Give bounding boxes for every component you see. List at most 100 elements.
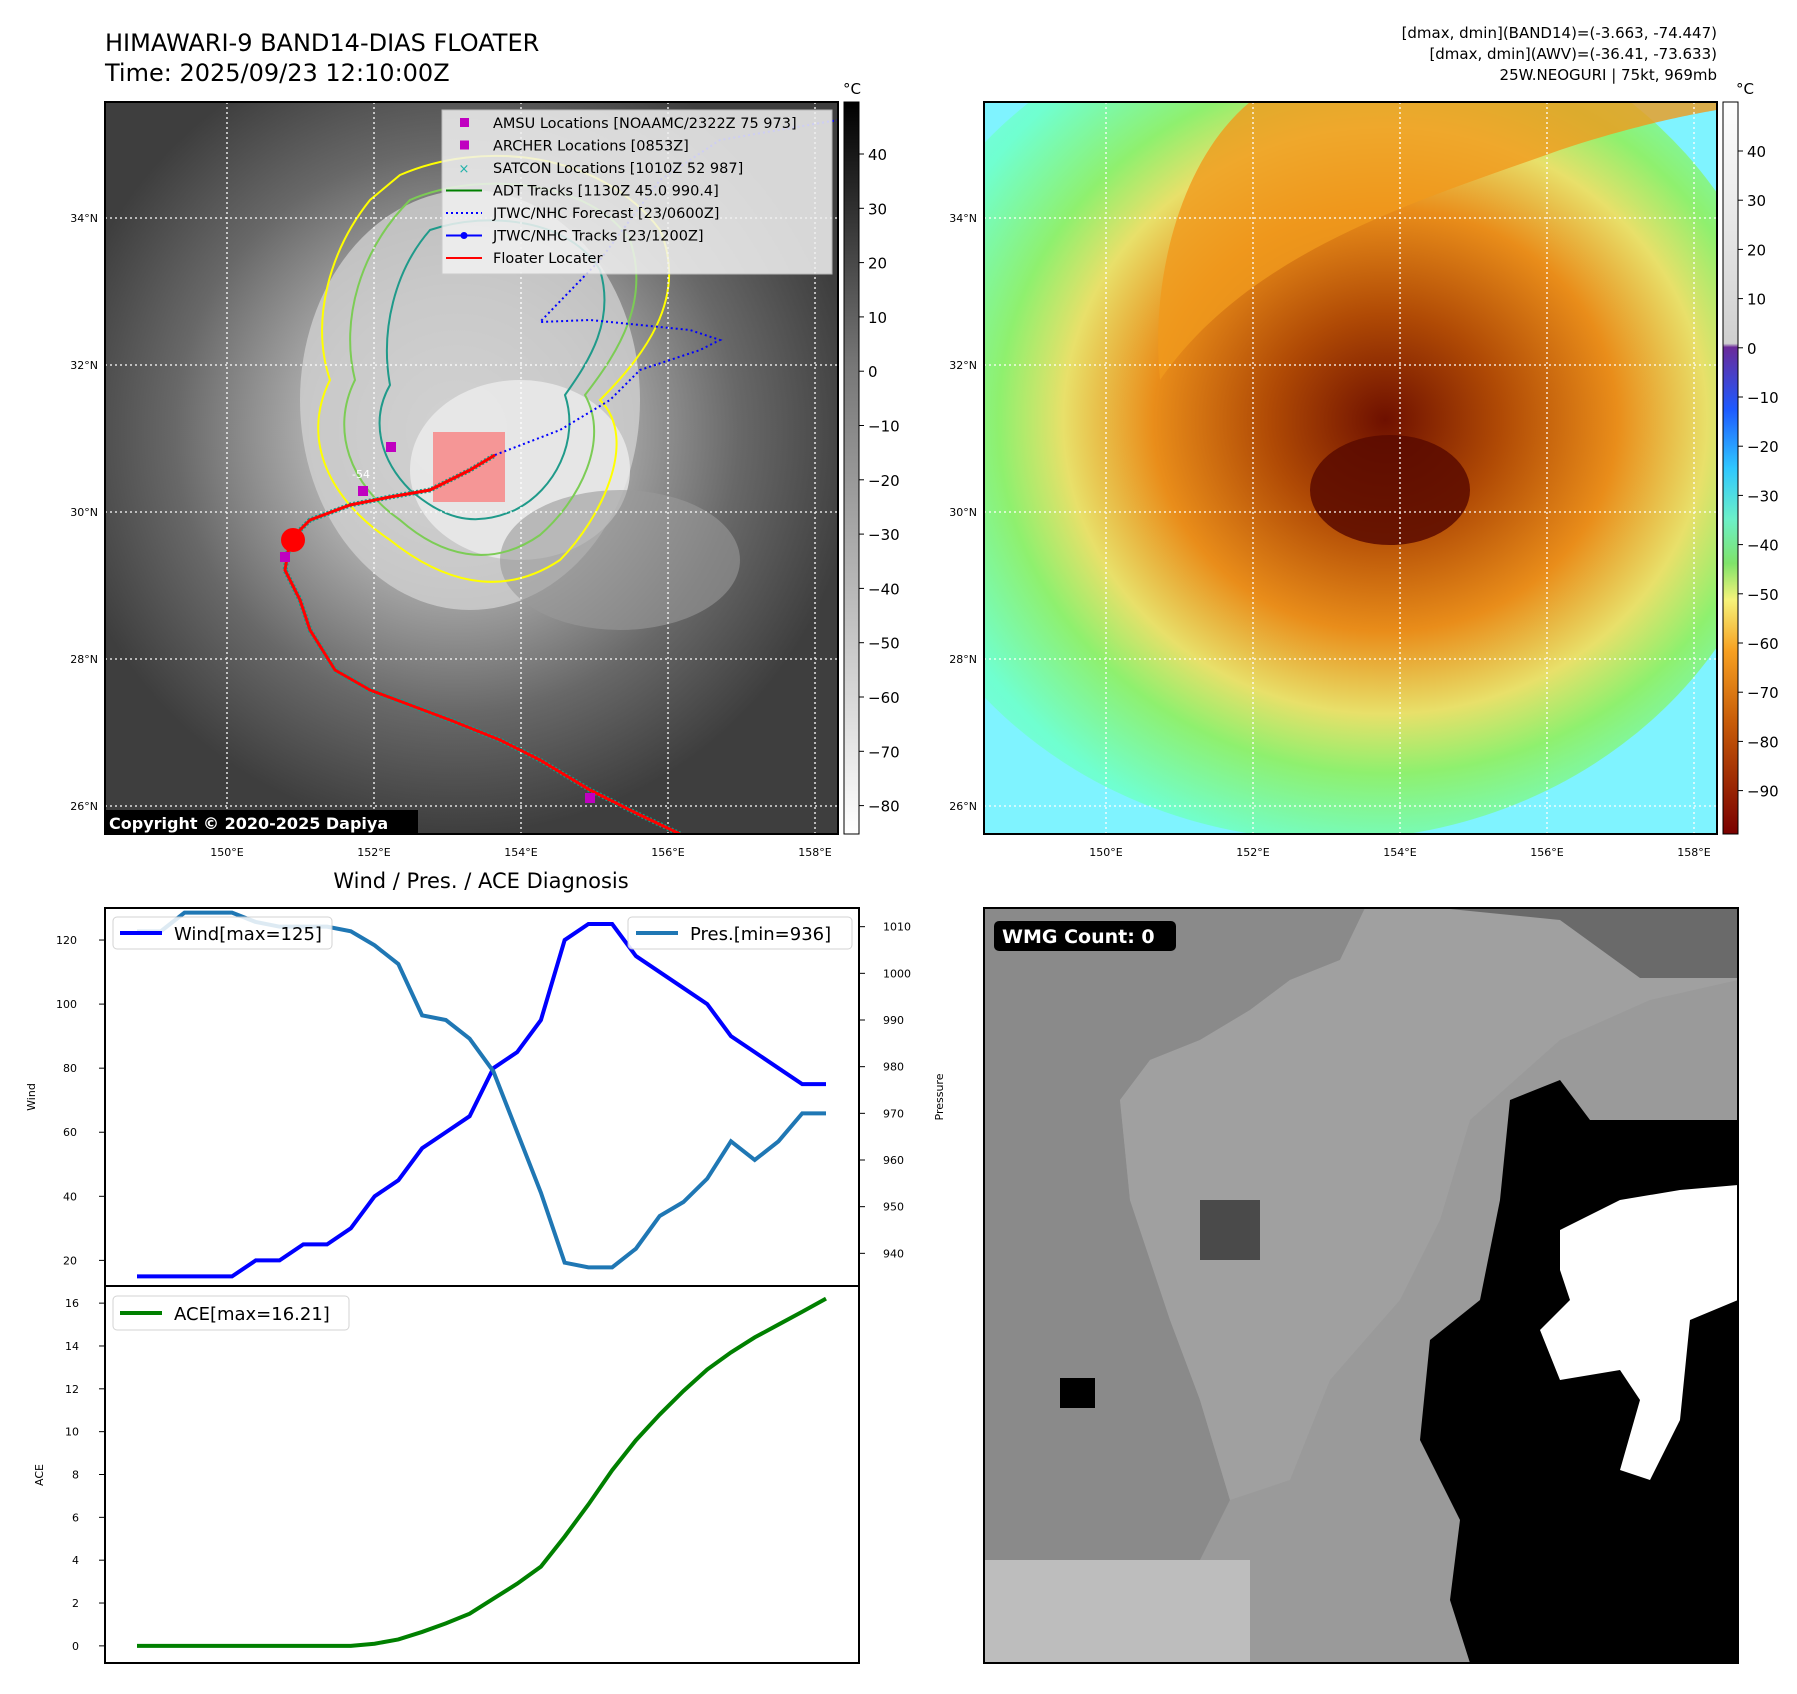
- lon-tick-label: 154°E: [504, 846, 537, 859]
- wmg-region-light-bottom: [984, 1560, 1250, 1663]
- wv-map-panel: 150°E 152°E 154°E 156°E 158°E 34°N 32°N 30°N 28…: [949, 101, 1718, 859]
- colorbar-tick-label: −50: [868, 635, 900, 653]
- ir-cloud-band: [500, 490, 740, 630]
- colorbar-tick-label: 0: [1747, 340, 1757, 358]
- lat-tick-label: 26°N: [949, 800, 977, 813]
- legend-square-symbol: [460, 118, 469, 127]
- pressure-axis-label: Pressure: [933, 1073, 946, 1120]
- pressure-tick-label: 940: [883, 1247, 904, 1260]
- ir-colorbar-gradient: [843, 101, 860, 835]
- legend-label: JTWC/NHC Forecast [23/0600Z]: [492, 206, 719, 222]
- wv-map-frame: [983, 101, 1718, 835]
- colorbar-tick-label: 20: [868, 255, 887, 273]
- lon-tick-label: 158°E: [1677, 846, 1710, 859]
- ir-colorbar-unit: °C: [843, 80, 861, 98]
- wind-axis-label: Wind: [25, 1083, 38, 1111]
- info-band14: [dmax, dmin](BAND14)=(-3.663, -74.447): [1402, 24, 1717, 42]
- lat-tick-label: 30°N: [70, 506, 98, 519]
- colorbar-tick-label: −40: [868, 580, 900, 598]
- pressure-tick-label: 960: [883, 1154, 904, 1167]
- ace-legend-label: ACE[max=16.21]: [174, 1304, 330, 1325]
- ir-colorbar: °C 40 30 20 10 0 −10 −20 −30 −40 −50 −60 −70 −80: [843, 80, 900, 835]
- lon-tick-label: 150°E: [210, 846, 243, 859]
- wv-outer-band: [1158, 102, 1717, 380]
- colorbar-tick-label: −70: [868, 743, 900, 761]
- legend-entry: JTWC/NHC Tracks [23/1200Z]: [446, 229, 704, 245]
- ir-map-panel: -54: [70, 101, 839, 859]
- legend-label: AMSU Locations [NOAAMC/2322Z 75 973]: [493, 116, 797, 132]
- wmg-frame: [983, 907, 1739, 1664]
- legend-entry: Floater Locater: [446, 251, 602, 267]
- ace-chart: 0 2 4 6 8 10 12 14 16 ACE[max=16.21] ACE: [33, 1285, 860, 1664]
- colorbar-tick-label: 30: [868, 200, 887, 218]
- wv-storm-center: [1310, 435, 1470, 545]
- legend-entry: JTWC/NHC Forecast [23/0600Z]: [446, 206, 719, 222]
- amsu-marker: [386, 442, 396, 452]
- lon-tick-label: 152°E: [1236, 846, 1269, 859]
- wmg-black-patch: [1060, 1378, 1095, 1408]
- legend-square-symbol: [460, 140, 469, 150]
- legend-entry: ADT Tracks [1130Z 45.0 990.4]: [446, 184, 719, 200]
- floater-locater-track: [283, 453, 681, 834]
- wind-tick-label: 60: [63, 1126, 77, 1139]
- info-storm: 25W.NEOGURI | 75kt, 969mb: [1500, 66, 1717, 84]
- archer-marker: [358, 486, 368, 496]
- wv-colorbar-gradient: [1722, 101, 1739, 835]
- wmg-count-text: WMG Count: 0: [1002, 926, 1155, 948]
- ace-tick-label: 4: [72, 1554, 79, 1567]
- figure-time: Time: 2025/09/23 12:10:00Z: [104, 59, 450, 87]
- wv-colorbar: °C 40 30 20 10 0 −10 −20 −30 −40 −50 −60 −70 −80 −90: [1722, 80, 1779, 835]
- wmg-region-light: [1120, 908, 1738, 1500]
- lon-tick-label: 156°E: [651, 846, 684, 859]
- colorbar-tick-label: −10: [1747, 389, 1779, 407]
- wind-tick-label: 20: [63, 1254, 77, 1267]
- legend-label: Floater Locater: [493, 251, 602, 267]
- map-legend: AMSU Locations [NOAAMC/2322Z 75 973] ARCH…: [441, 109, 833, 275]
- colorbar-tick-label: −30: [1747, 487, 1779, 505]
- ace-axis-label: ACE: [33, 1464, 46, 1486]
- pressure-tick-label: 1000: [883, 967, 911, 980]
- wind-chart-plot-area: [105, 908, 859, 1286]
- colorbar-tick-label: −20: [868, 472, 900, 490]
- colorbar-tick-label: −40: [1747, 537, 1779, 555]
- lon-tick-label: 156°E: [1530, 846, 1563, 859]
- lon-tick-label: 152°E: [357, 846, 390, 859]
- wmg-dark-patch: [1200, 1200, 1260, 1260]
- ace-tick-label: 14: [65, 1340, 79, 1353]
- copyright-text: Copyright © 2020-2025 Dapiya: [109, 814, 388, 833]
- colorbar-tick-label: 10: [868, 309, 887, 327]
- colorbar-tick-label: 10: [1747, 291, 1766, 309]
- lon-tick-label: 154°E: [1383, 846, 1416, 859]
- colorbar-tick-label: −20: [1747, 438, 1779, 456]
- pressure-tick-label: 980: [883, 1061, 904, 1074]
- colorbar-tick-label: 40: [868, 146, 887, 164]
- archer-marker: [585, 793, 595, 803]
- lat-tick-label: 34°N: [70, 212, 98, 225]
- wmg-region-white: [1540, 1185, 1738, 1480]
- colorbar-tick-label: −80: [868, 798, 900, 816]
- lon-tick-label: 150°E: [1089, 846, 1122, 859]
- ace-tick-label: 10: [65, 1426, 79, 1439]
- pressure-tick-label: 1010: [883, 921, 911, 934]
- ace-tick-label: 6: [72, 1511, 79, 1524]
- lat-tick-label: 30°N: [949, 506, 977, 519]
- colorbar-tick-label: −10: [868, 418, 900, 436]
- legend-label: SATCON Locations [1010Z 52 987]: [493, 161, 743, 177]
- pressure-tick-label: 970: [883, 1107, 904, 1120]
- wmg-region-mid: [984, 908, 1365, 1600]
- amsu-marker: [280, 552, 290, 562]
- legend-label: JTWC/NHC Tracks [23/1200Z]: [492, 229, 704, 245]
- pressure-tick-label: 990: [883, 1014, 904, 1027]
- ace-tick-label: 16: [65, 1297, 79, 1310]
- wind-tick-label: 120: [56, 934, 77, 947]
- lat-tick-label: 32°N: [949, 359, 977, 372]
- wv-colorbar-unit: °C: [1736, 80, 1754, 98]
- colorbar-tick-label: −60: [868, 689, 900, 707]
- lat-tick-label: 28°N: [70, 653, 98, 666]
- ir-map-frame: [104, 101, 839, 835]
- colorbar-tick-label: −70: [1747, 684, 1779, 702]
- copyright-badge: [105, 810, 418, 834]
- wind-tick-label: 40: [63, 1190, 77, 1203]
- lon-tick-label: 158°E: [798, 846, 831, 859]
